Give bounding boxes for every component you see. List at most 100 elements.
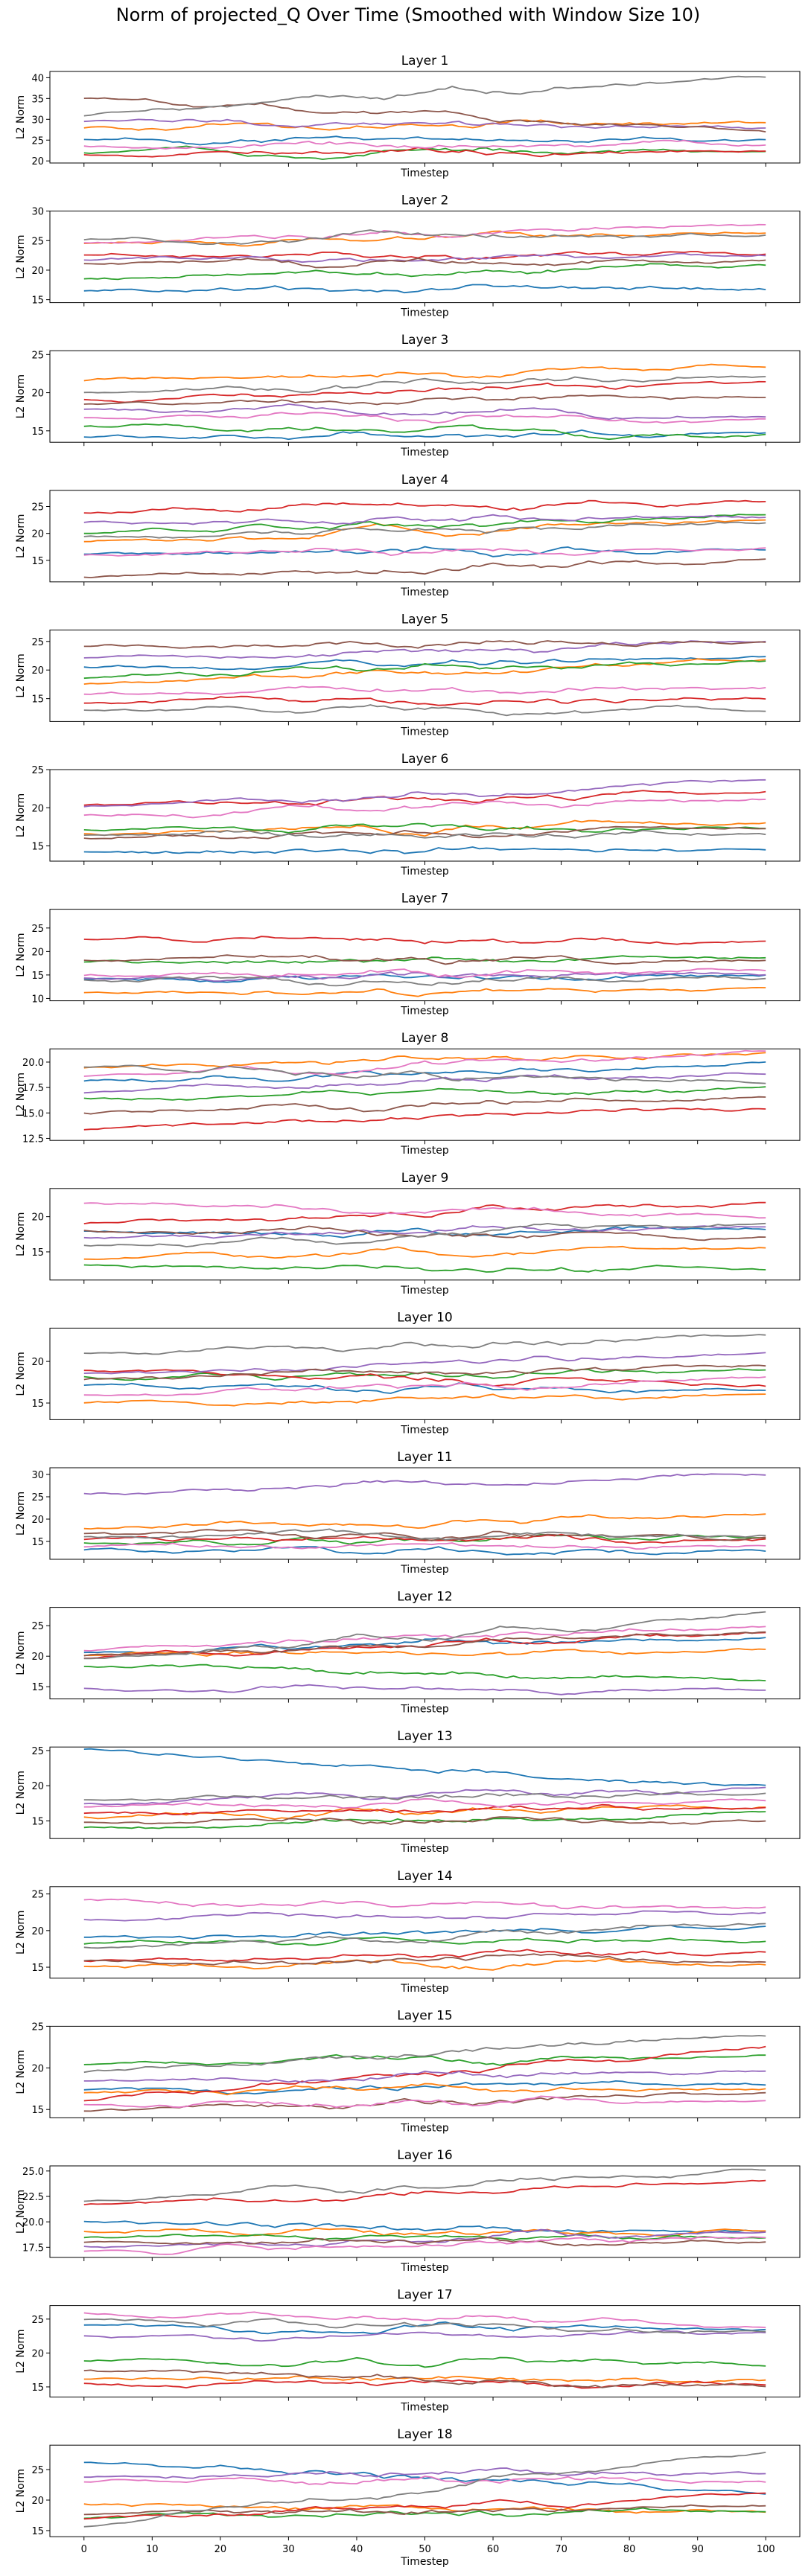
y-tick-label: 15 [31,1247,44,1259]
y-axis-label: L2 Norm [15,1352,27,1396]
y-tick-label: 15 [31,1399,44,1410]
series-line-3 [83,1663,766,1681]
panel-5: Layer 5 15 20 25 Timestep L2 Norm [15,612,801,738]
y-tick-label: 20 [31,1515,44,1526]
series-line-7 [83,1049,766,1077]
panel-title: Layer 12 [397,1590,452,1605]
y-tick-label: 15 [31,971,44,982]
series-line-4 [83,2492,766,2520]
series-line-8 [83,2168,766,2202]
y-tick-label: 20 [31,1652,44,1663]
series-line-8 [83,2034,766,2074]
series-line-8 [83,1923,766,1949]
y-tick-label: 20 [31,803,44,814]
series-line-8 [83,2452,766,2528]
figure-title: Norm of projected_Q Over Time (Smoothed … [116,4,701,25]
y-tick-label: 20 [31,389,44,400]
y-tick-label: 17.5 [22,1083,44,1094]
panel-title: Layer 1 [401,54,449,68]
panel-title: Layer 5 [401,612,449,627]
panel-3: Layer 3 15 20 25 Timestep L2 Norm [15,333,801,458]
series-line-4 [83,695,766,706]
y-tick-label: 15 [31,2105,44,2116]
series-line-1 [83,546,766,557]
series-line-1 [83,135,766,146]
panel-title: Layer 4 [401,473,449,488]
series-line-4 [83,1803,766,1815]
axes-frame [49,909,801,1002]
series-line-8 [83,1528,766,1541]
series-line-2 [83,2083,766,2096]
series-line-7 [83,1898,766,1910]
series-line-2 [83,119,766,131]
series-line-3 [83,263,766,281]
series-line-8 [83,1334,766,1355]
panel-13: Layer 13 15 20 25 Timestep L2 Norm [15,1729,801,1855]
y-tick-label: 25 [31,1492,44,1503]
y-tick-label: 15 [31,295,44,307]
y-tick-label: 25 [31,765,44,776]
series-line-3 [83,423,766,441]
series-line-7 [83,547,766,557]
panel-title: Layer 16 [397,2148,452,2163]
series-line-2 [83,658,766,685]
series-line-2 [83,2502,766,2514]
series-line-1 [83,2220,766,2234]
series-line-3 [83,514,766,534]
y-axis-label: L2 Norm [15,514,27,558]
series-line-1 [83,1546,766,1556]
series-line-6 [83,258,766,269]
y-tick-label: 15 [31,1963,44,1974]
y-tick-label: 25 [31,350,44,361]
panel-8: Layer 8 12.5 15.0 17.5 20.0 Timestep L2 Norm [15,1031,801,1157]
panel-17: Layer 17 15 20 25 Timestep L2 Norm [15,2288,801,2414]
series-line-6 [83,640,766,649]
series-line-6 [83,1529,766,1541]
series-line-3 [83,1810,766,1829]
series-line-6 [83,2369,766,2388]
series-line-2 [83,1052,766,1069]
axes-frame [49,350,801,443]
series-line-6 [83,2504,766,2516]
series-line-5 [83,1352,766,1375]
series-line-2 [83,2375,766,2383]
series-line-1 [83,2461,766,2495]
x-axis-label: Timestep [400,1424,449,1436]
y-tick-label: 25 [31,637,44,648]
series-line-1 [83,1748,766,1786]
y-axis-label: L2 Norm [15,95,27,139]
y-tick-label: 10 [31,994,44,1005]
y-tick-label: 15 [31,1682,44,1693]
axes-frame [49,1048,801,1141]
y-tick-label: 25 [31,2315,44,2326]
axes-frame [49,2444,801,2537]
panel-16: Layer 16 17.5 20.0 22.5 25.0 Timestep L2 Norm [15,2148,801,2274]
series-line-4 [83,251,766,261]
x-tick-label: 90 [691,2544,704,2555]
y-tick-label: 20.0 [22,1058,44,1069]
x-axis-label: Timestep [400,1843,449,1855]
series-line-2 [83,1393,766,1407]
series-line-8 [83,375,766,394]
series-line-7 [83,139,766,150]
y-tick-label: 20 [31,1357,44,1368]
series-line-4 [83,1949,766,1963]
y-tick-label: 20 [31,266,44,277]
panel-6: Layer 6 15 20 25 Timestep L2 Norm [15,752,801,878]
series-line-5 [83,1072,766,1094]
series-line-7 [83,1542,766,1550]
panel-title: Layer 3 [401,333,449,348]
panel-title: Layer 14 [397,1869,452,1884]
series-line-8 [83,229,766,246]
y-axis-label: L2 Norm [15,1631,27,1675]
series-line-5 [83,1910,766,1922]
series-line-2 [83,819,766,837]
y-axis-label: L2 Norm [15,2469,27,2513]
x-axis-label: Timestep [400,1983,449,1995]
x-axis-label: Timestep [400,307,449,319]
series-line-2 [83,1513,766,1530]
x-axis-label: Timestep [400,726,449,738]
y-axis-label: L2 Norm [15,374,27,418]
panel-title: Layer 13 [397,1729,452,1744]
series-line-3 [83,659,766,680]
